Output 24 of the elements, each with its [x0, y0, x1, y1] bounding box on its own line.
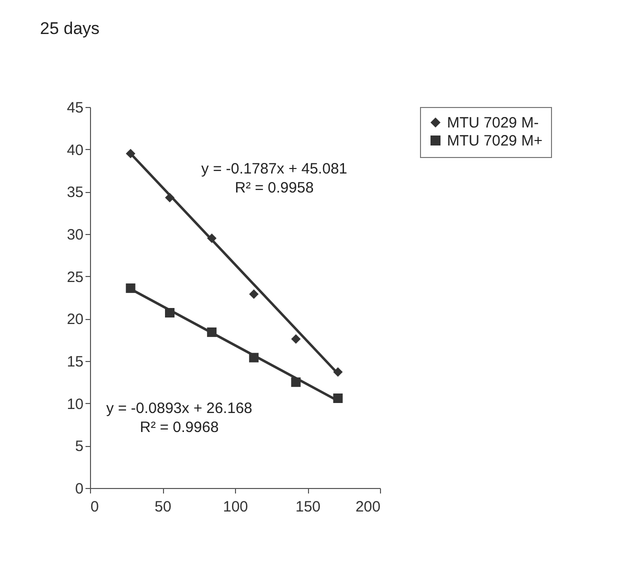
x-tick-label: 100 [222, 498, 248, 516]
y-tick-label: 15 [66, 354, 84, 370]
x-tick-label: 150 [295, 498, 321, 516]
y-tick-label: 45 [66, 100, 84, 116]
annotation: y = -0.1787x + 45.081 [201, 160, 348, 178]
y-tick-label: 0 [75, 480, 84, 498]
point [291, 334, 301, 344]
chart-title: 25 days [40, 19, 100, 38]
annotation: R² = 0.9968 [140, 418, 219, 436]
x-tick-label: 50 [154, 498, 172, 516]
legend-label: MTU 7029 M- [447, 114, 539, 132]
legend-label: MTU 7029 M+ [447, 132, 543, 150]
annotation: R² = 0.9958 [234, 180, 314, 197]
y-tick-label: 35 [66, 184, 84, 202]
y-tick-label: 10 [66, 396, 84, 413]
point [249, 289, 259, 299]
y-tick-label: 5 [75, 438, 84, 456]
x-tick-label: 0 [90, 498, 99, 516]
y-tick-label: 30 [66, 226, 84, 244]
annotation: y = -0.0893x + 26.168 [106, 400, 252, 417]
y-tick-label: 40 [66, 142, 84, 159]
y-tick-label: 20 [66, 311, 84, 328]
y-tick-label: 25 [66, 268, 84, 286]
x-tick-label: 200 [355, 498, 380, 516]
